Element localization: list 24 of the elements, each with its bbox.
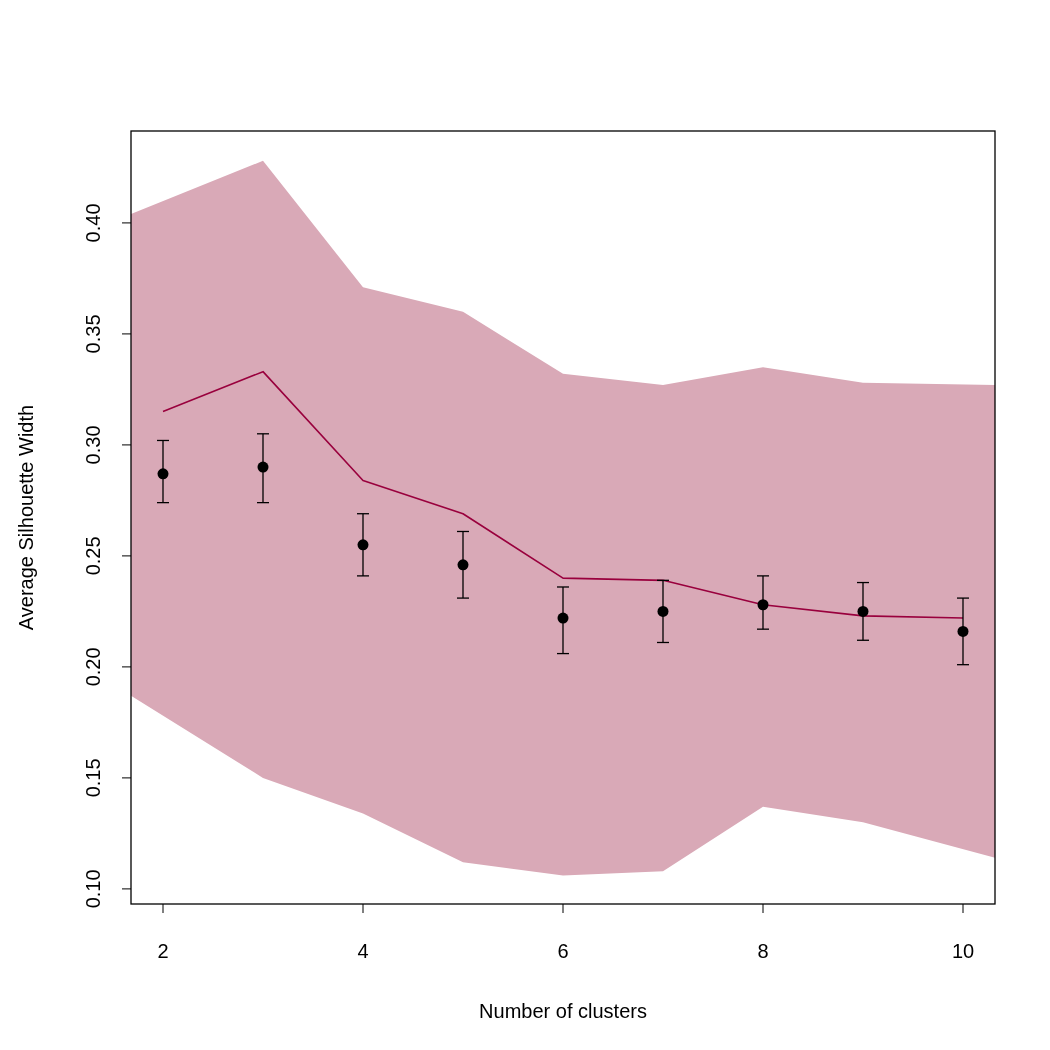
point <box>457 559 469 571</box>
point <box>157 468 169 480</box>
y-tick-label: 0.35 <box>82 314 105 354</box>
x-tick-label: 6 <box>557 940 569 962</box>
y-tick-label: 0.40 <box>82 203 105 243</box>
point <box>357 539 369 551</box>
y-axis-title: Average Silhouette Width <box>15 404 37 631</box>
point <box>657 605 669 617</box>
point <box>557 612 569 624</box>
x-tick-label: 10 <box>951 940 975 962</box>
y-tick-label: 0.15 <box>82 758 105 798</box>
y-tick-label: 0.30 <box>82 425 105 465</box>
y-tick-label: 0.10 <box>82 869 105 909</box>
point <box>757 599 769 611</box>
y-tick-label: 0.25 <box>82 536 105 576</box>
point <box>857 605 869 617</box>
x-tick-label: 2 <box>157 940 169 962</box>
x-tick-label: 8 <box>757 940 769 962</box>
point <box>257 461 269 473</box>
line-series <box>162 370 964 619</box>
x-axis-title: Number of clusters <box>479 1000 647 1022</box>
x-tick-label: 4 <box>357 940 369 962</box>
y-tick-label: 0.20 <box>82 647 105 687</box>
point <box>957 625 969 637</box>
